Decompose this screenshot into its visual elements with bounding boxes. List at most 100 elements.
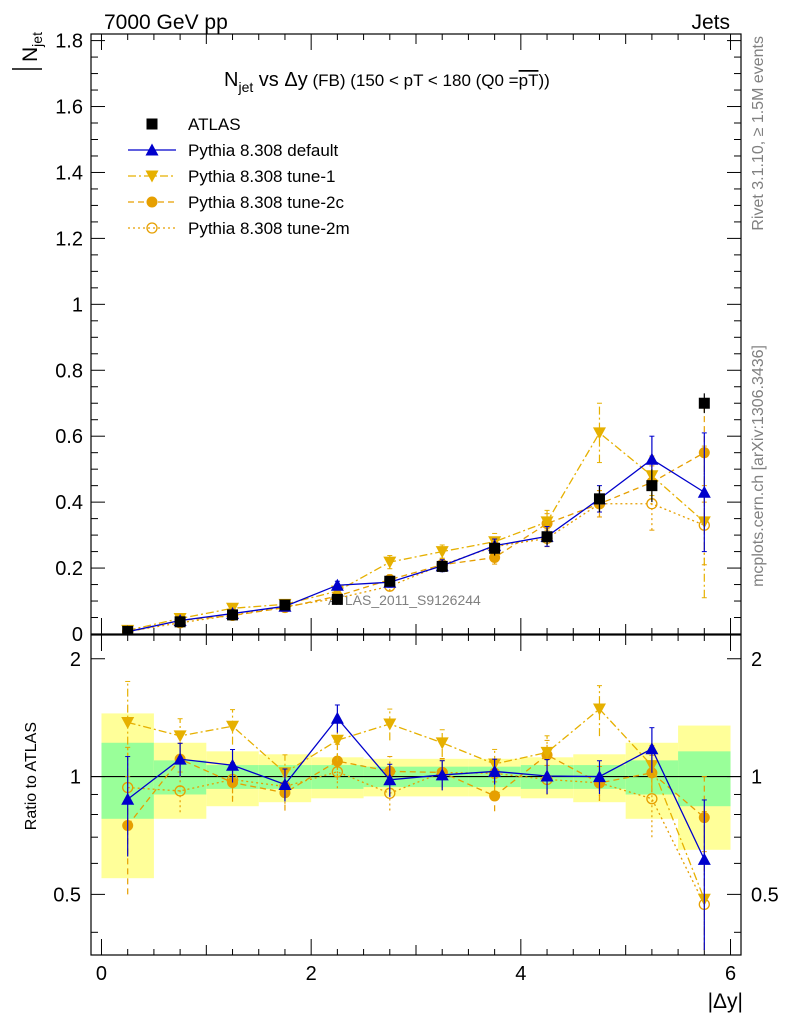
x-tick-label: 2 xyxy=(306,963,317,985)
data-point xyxy=(698,397,710,409)
ratio-point xyxy=(278,777,292,790)
legend-item: Pythia 8.308 tune-1 xyxy=(128,167,335,186)
ratio-series-line xyxy=(127,708,705,900)
legend-item: Pythia 8.308 tune-2c xyxy=(128,193,344,212)
y-tick-label: 0.4 xyxy=(55,492,83,514)
mcplots-label: mcplots.cern.ch [arXiv:1306.3436] xyxy=(750,345,767,587)
ratio-y-tick-label-right: 1 xyxy=(751,767,762,789)
y-axis-label: Njet xyxy=(12,32,45,70)
data-point xyxy=(122,625,134,634)
ratio-point xyxy=(697,852,711,865)
data-point xyxy=(489,542,501,554)
ratio-point xyxy=(645,742,659,755)
ratio-point xyxy=(646,793,658,805)
series-line xyxy=(127,458,705,633)
ratio-point xyxy=(489,790,501,802)
ratio-panel: 0 2 4 6 0.5 0.5 1 1 2 2 xyxy=(53,634,779,985)
ratio-point xyxy=(173,752,187,765)
ratio-series-group xyxy=(121,680,711,951)
data-point xyxy=(646,480,658,492)
legend-marker xyxy=(146,118,158,130)
legend: ATLAS Pythia 8.308 default Pythia 8.308 tu… xyxy=(128,115,350,238)
y-tick-label: 1 xyxy=(72,294,83,316)
data-point xyxy=(593,493,605,505)
data-point xyxy=(540,516,554,529)
y-axis-label-sub: jet xyxy=(29,32,45,48)
ratio-point xyxy=(226,758,240,771)
ratio-point xyxy=(435,737,449,750)
ratio-y-tick-label: 2 xyxy=(70,649,81,671)
chart-title-rest: vs Δy xyxy=(253,69,307,91)
ratio-point xyxy=(174,785,186,797)
ratio-point xyxy=(488,764,502,777)
data-point xyxy=(489,552,501,564)
data-point xyxy=(592,427,606,440)
ratio-point xyxy=(592,703,606,716)
y-tick-label: 0 xyxy=(72,624,83,646)
legend-label: Pythia 8.308 tune-1 xyxy=(188,167,335,186)
chart-title-sub: jet xyxy=(237,79,253,95)
legend-item: ATLAS xyxy=(146,115,241,134)
analysis-watermark: ATLAS_2011_S9126244 xyxy=(328,592,481,608)
ratio-y-axis-label: Ratio to ATLAS xyxy=(23,722,40,830)
chart-title-small: (FB) (150 < pT < 180 (Q0 = xyxy=(308,71,519,90)
legend-label: Pythia 8.308 tune-2c xyxy=(188,193,344,212)
ratio-series-pythia-8-308-tune-1 xyxy=(121,680,711,951)
energy-label: 7000 GeV pp xyxy=(104,11,228,34)
ratio-y-tick-label: 0.5 xyxy=(53,884,81,906)
ratio-y-tick-label: 1 xyxy=(70,767,81,789)
svg-text:Njet: Njet xyxy=(19,32,45,62)
y-tick-label: 0.8 xyxy=(55,360,83,382)
ratio-point xyxy=(435,768,449,781)
main-series-group xyxy=(121,393,711,634)
legend-label: ATLAS xyxy=(188,115,241,134)
ratio-point xyxy=(226,720,240,733)
x-tick-label: 6 xyxy=(725,963,736,985)
x-tick-label: 0 xyxy=(96,963,107,985)
chart-title-main: N xyxy=(224,69,238,91)
series-atlas xyxy=(122,393,710,634)
data-point xyxy=(384,575,396,587)
y-tick-label: 1.4 xyxy=(55,162,83,184)
ratio-point xyxy=(330,734,344,747)
data-point xyxy=(279,599,291,611)
ratio-point xyxy=(383,718,397,731)
ratio-point xyxy=(330,711,344,724)
data-point xyxy=(383,556,397,569)
ratio-series-line xyxy=(127,754,705,826)
data-point xyxy=(541,531,553,543)
y-tick-label: 1.6 xyxy=(55,97,83,119)
x-axis-label: |Δy| xyxy=(708,990,743,1013)
y-tick-label: 1.8 xyxy=(55,31,83,53)
legend-item: Pythia 8.308 default xyxy=(128,141,339,160)
y-tick-label: 0.6 xyxy=(55,426,83,448)
data-point xyxy=(227,609,239,621)
data-point xyxy=(435,546,449,559)
data-point xyxy=(174,616,186,628)
ratio-point xyxy=(383,773,397,786)
main-panel: 0 0.2 0.4 0.6 0.8 1 1.2 1.4 1.6 1.8 xyxy=(55,31,742,646)
ratio-uncertainty-bands xyxy=(101,713,731,879)
category-label: Jets xyxy=(691,11,730,34)
ratio-y-tick-label-right: 2 xyxy=(751,649,762,671)
legend-item: Pythia 8.308 tune-2m xyxy=(128,219,350,238)
data-point xyxy=(331,593,343,605)
series-line xyxy=(127,431,705,632)
y-tick-label: 1.2 xyxy=(55,228,83,250)
ratio-point xyxy=(121,716,135,729)
legend-marker xyxy=(146,196,158,208)
chart-title-overline: pT xyxy=(519,71,539,90)
legend-label: Pythia 8.308 default xyxy=(188,141,339,160)
y-tick-label: 0.2 xyxy=(55,558,83,580)
series-line xyxy=(127,503,705,633)
data-point xyxy=(330,578,344,591)
ratio-point xyxy=(121,792,135,805)
legend-label: Pythia 8.308 tune-2m xyxy=(188,219,350,238)
ratio-y-tick-label-right: 0.5 xyxy=(751,884,779,906)
data-point xyxy=(436,560,448,572)
rivet-version-label: Rivet 3.1.10, ≥ 1.5M events xyxy=(750,36,767,231)
ratio-series-pythia-8-308-default xyxy=(121,704,711,951)
ratio-point xyxy=(173,730,187,743)
y-axis-label-main: N xyxy=(19,47,42,62)
